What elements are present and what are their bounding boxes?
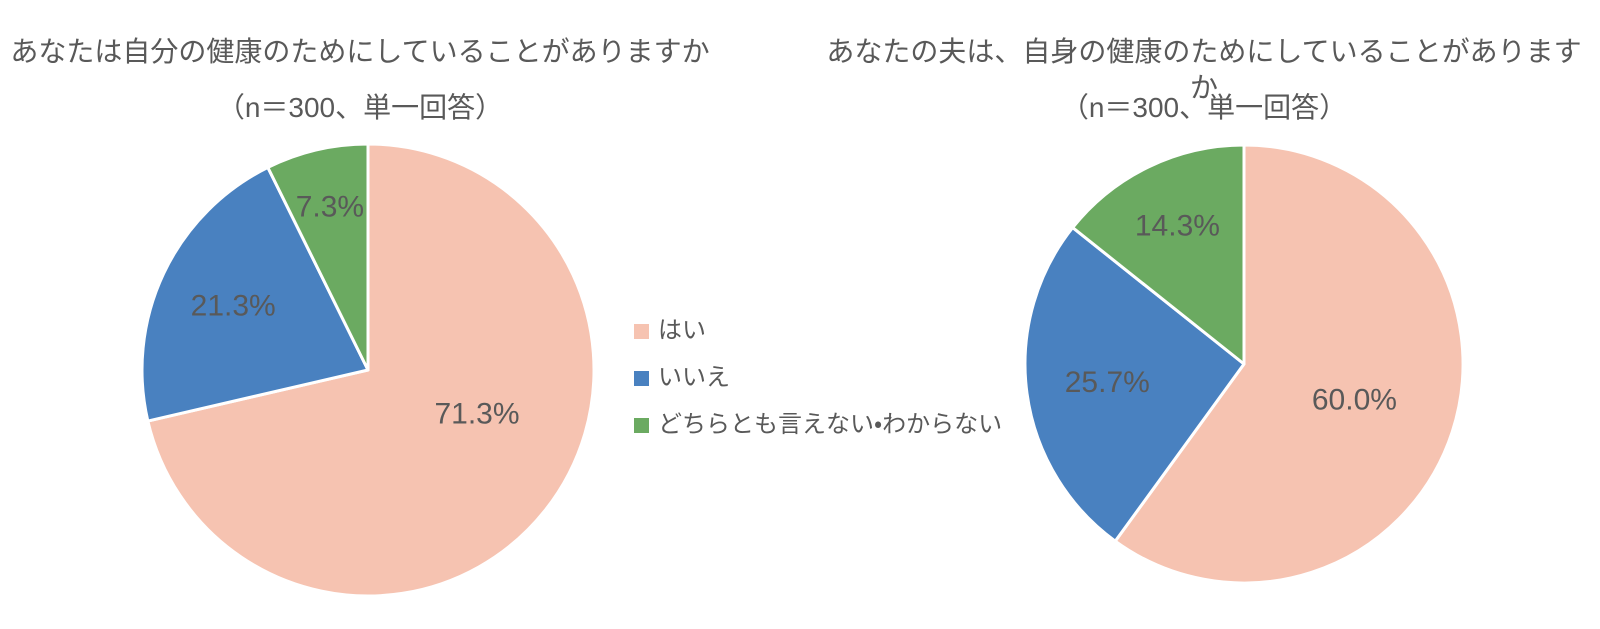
- pie-self: 71.3% 21.3% 7.3%: [140, 142, 596, 598]
- legend-label-yes: はい: [658, 317, 706, 344]
- chart-subtitle-husband: （n＝300、単一回答）: [1060, 92, 1348, 123]
- legend-label-unsure: どちらとも言えない・わからない: [658, 411, 1003, 438]
- legend-item-unsure: どちらとも言えない・わからない: [634, 412, 1002, 438]
- pie-slice-no: [1023, 226, 1246, 543]
- legend-item-no: いいえ: [634, 365, 1002, 391]
- legend: はい いいえ どちらとも言えない・わからない: [634, 318, 1002, 459]
- legend-swatch-no-icon: [634, 370, 649, 386]
- pie-label-no: 21.3%: [191, 290, 276, 323]
- legend-label-no: いいえ: [658, 364, 730, 391]
- chart-title-self: あなたは自分の健康のためにしていることがありますか: [10, 36, 710, 67]
- pie-husband: 60.0% 25.7% 14.3%: [1023, 143, 1465, 585]
- legend-item-yes: はい: [634, 318, 1002, 344]
- pie-label-yes: 60.0%: [1312, 383, 1397, 416]
- pie-label-unsure: 14.3%: [1135, 209, 1220, 242]
- pie-slice-unsure: [1071, 143, 1246, 366]
- pie-slice-unsure: [266, 142, 370, 372]
- pie-label-yes: 71.3%: [434, 398, 519, 431]
- chart-subtitle-self: （n＝300、単一回答）: [216, 92, 504, 123]
- legend-swatch-yes-icon: [634, 323, 649, 339]
- pie-slice-yes: [1113, 143, 1465, 585]
- legend-swatch-unsure-icon: [634, 417, 649, 433]
- pie-label-no: 25.7%: [1065, 366, 1150, 399]
- pie-label-unsure: 7.3%: [296, 191, 364, 224]
- pie-slice-yes: [146, 142, 596, 598]
- pie-slice-no: [140, 165, 370, 423]
- chart-title-husband: あなたの夫は、自身の健康のためにしていることがありますか: [826, 36, 1582, 103]
